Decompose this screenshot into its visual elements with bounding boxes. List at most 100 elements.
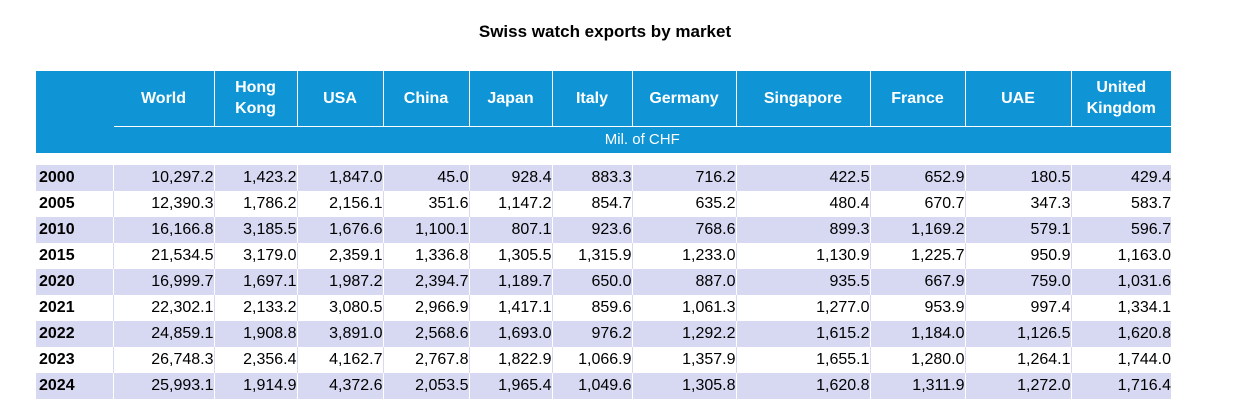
table-cell: 16,999.7	[113, 269, 215, 295]
table-cell: 45.0	[383, 165, 470, 191]
table-cell: 768.6	[632, 217, 737, 243]
table-cell: 1,987.2	[297, 269, 384, 295]
table-cell: 1,620.8	[736, 373, 871, 399]
table-cell: 807.1	[469, 217, 553, 243]
table-cell: 935.5	[736, 269, 871, 295]
table-cell: 716.2	[632, 165, 737, 191]
table-cell: 976.2	[552, 321, 633, 347]
table-cell: 670.7	[870, 191, 966, 217]
table-cell: 899.3	[736, 217, 871, 243]
table-row: 2000 10,297.2 1,423.2 1,847.0 45.0 928.4 883.3…	[36, 165, 1171, 191]
table-cell: 1,716.4	[1071, 373, 1171, 399]
table-cell: 422.5	[736, 165, 871, 191]
table-cell: 1,049.6	[552, 373, 633, 399]
table-cell: 1,305.8	[632, 373, 737, 399]
table-cell: 180.5	[965, 165, 1072, 191]
table-row: 2010 16,166.8 3,185.5 1,676.6 1,100.1 807.1 92…	[36, 217, 1171, 243]
table-cell: 26,748.3	[113, 347, 215, 373]
table-cell: 1,280.0	[870, 347, 966, 373]
table-cell: 2,568.6	[383, 321, 470, 347]
table-cell: 25,993.1	[113, 373, 215, 399]
table-cell: 4,162.7	[297, 347, 384, 373]
table-cell: 1,334.1	[1071, 295, 1171, 321]
table-cell: 1,061.3	[632, 295, 737, 321]
table-cell: 1,272.0	[965, 373, 1072, 399]
row-year: 2024	[36, 373, 114, 399]
table-title: Swiss watch exports by market	[478, 22, 732, 41]
table-cell: 10,297.2	[113, 165, 215, 191]
header-corner	[36, 71, 114, 153]
table-cell: 1,744.0	[1071, 347, 1171, 373]
table-row: 2015 21,534.5 3,179.0 2,359.1 1,336.8 1,305.5…	[36, 243, 1171, 269]
table-cell: 12,390.3	[113, 191, 215, 217]
column-header: World	[113, 71, 215, 126]
table-cell: 1,130.9	[736, 243, 871, 269]
units-label: Mil. of CHF	[113, 125, 1171, 153]
table-cell: 1,965.4	[469, 373, 553, 399]
table-cell: 2,966.9	[383, 295, 470, 321]
table-cell: 24,859.1	[113, 321, 215, 347]
table-cell: 2,133.2	[214, 295, 298, 321]
table-cell: 997.4	[965, 295, 1072, 321]
table-cell: 953.9	[870, 295, 966, 321]
table-cell: 2,394.7	[383, 269, 470, 295]
column-header: UAE	[965, 71, 1072, 126]
column-header: China	[383, 71, 470, 126]
row-year: 2000	[36, 165, 114, 191]
table-cell: 928.4	[469, 165, 553, 191]
table-cell: 1,620.8	[1071, 321, 1171, 347]
table-cell: 1,655.1	[736, 347, 871, 373]
table-cell: 652.9	[870, 165, 966, 191]
column-header: France	[870, 71, 966, 126]
table-cell: 3,891.0	[297, 321, 384, 347]
table-cell: 1,100.1	[383, 217, 470, 243]
watch-exports-table: World Hong Kong USA China Japan Italy Ger…	[36, 71, 1171, 399]
table-cell: 2,356.4	[214, 347, 298, 373]
table-cell: 3,080.5	[297, 295, 384, 321]
table-cell: 1,066.9	[552, 347, 633, 373]
table-row: 2022 24,859.1 1,908.8 3,891.0 2,568.6 1,693.0…	[36, 321, 1171, 347]
table-cell: 1,169.2	[870, 217, 966, 243]
row-year: 2010	[36, 217, 114, 243]
table-cell: 3,179.0	[214, 243, 298, 269]
table-cell: 859.6	[552, 295, 633, 321]
row-year: 2021	[36, 295, 114, 321]
table-cell: 3,185.5	[214, 217, 298, 243]
row-year: 2005	[36, 191, 114, 217]
table-cell: 429.4	[1071, 165, 1171, 191]
table-cell: 1,676.6	[297, 217, 384, 243]
table-cell: 596.7	[1071, 217, 1171, 243]
table-cell: 1,184.0	[870, 321, 966, 347]
table-cell: 351.6	[383, 191, 470, 217]
table-cell: 923.6	[552, 217, 633, 243]
column-header: United Kingdom	[1071, 71, 1171, 126]
table-cell: 1,233.0	[632, 243, 737, 269]
table-cell: 1,292.2	[632, 321, 737, 347]
column-header: Japan	[469, 71, 553, 126]
table-row: 2021 22,302.1 2,133.2 3,080.5 2,966.9 1,417.1…	[36, 295, 1171, 321]
spacer	[36, 153, 1171, 165]
row-year: 2015	[36, 243, 114, 269]
column-header: Singapore	[736, 71, 871, 126]
column-header: Germany	[632, 71, 737, 126]
table-cell: 1,126.5	[965, 321, 1072, 347]
table-cell: 2,156.1	[297, 191, 384, 217]
table-row: 2005 12,390.3 1,786.2 2,156.1 351.6 1,147.2 85…	[36, 191, 1171, 217]
table-row: 2023 26,748.3 2,356.4 4,162.7 2,767.8 1,822.9…	[36, 347, 1171, 373]
table-cell: 1,417.1	[469, 295, 553, 321]
table-cell: 1,914.9	[214, 373, 298, 399]
table-row: 2024 25,993.1 1,914.9 4,372.6 2,053.5 1,965.4…	[36, 373, 1171, 399]
column-header: Hong Kong	[214, 71, 298, 126]
table-cell: 1,277.0	[736, 295, 871, 321]
table-cell: 759.0	[965, 269, 1072, 295]
table-cell: 4,372.6	[297, 373, 384, 399]
table-cell: 480.4	[736, 191, 871, 217]
column-header: Italy	[552, 71, 633, 126]
table-body: 2000 10,297.2 1,423.2 1,847.0 45.0 928.4 883.3…	[36, 165, 1171, 399]
table-cell: 579.1	[965, 217, 1072, 243]
header-row: World Hong Kong USA China Japan Italy Ger…	[36, 71, 1171, 153]
table-cell: 1,423.2	[214, 165, 298, 191]
table-cell: 1,615.2	[736, 321, 871, 347]
table-cell: 883.3	[552, 165, 633, 191]
row-year: 2023	[36, 347, 114, 373]
